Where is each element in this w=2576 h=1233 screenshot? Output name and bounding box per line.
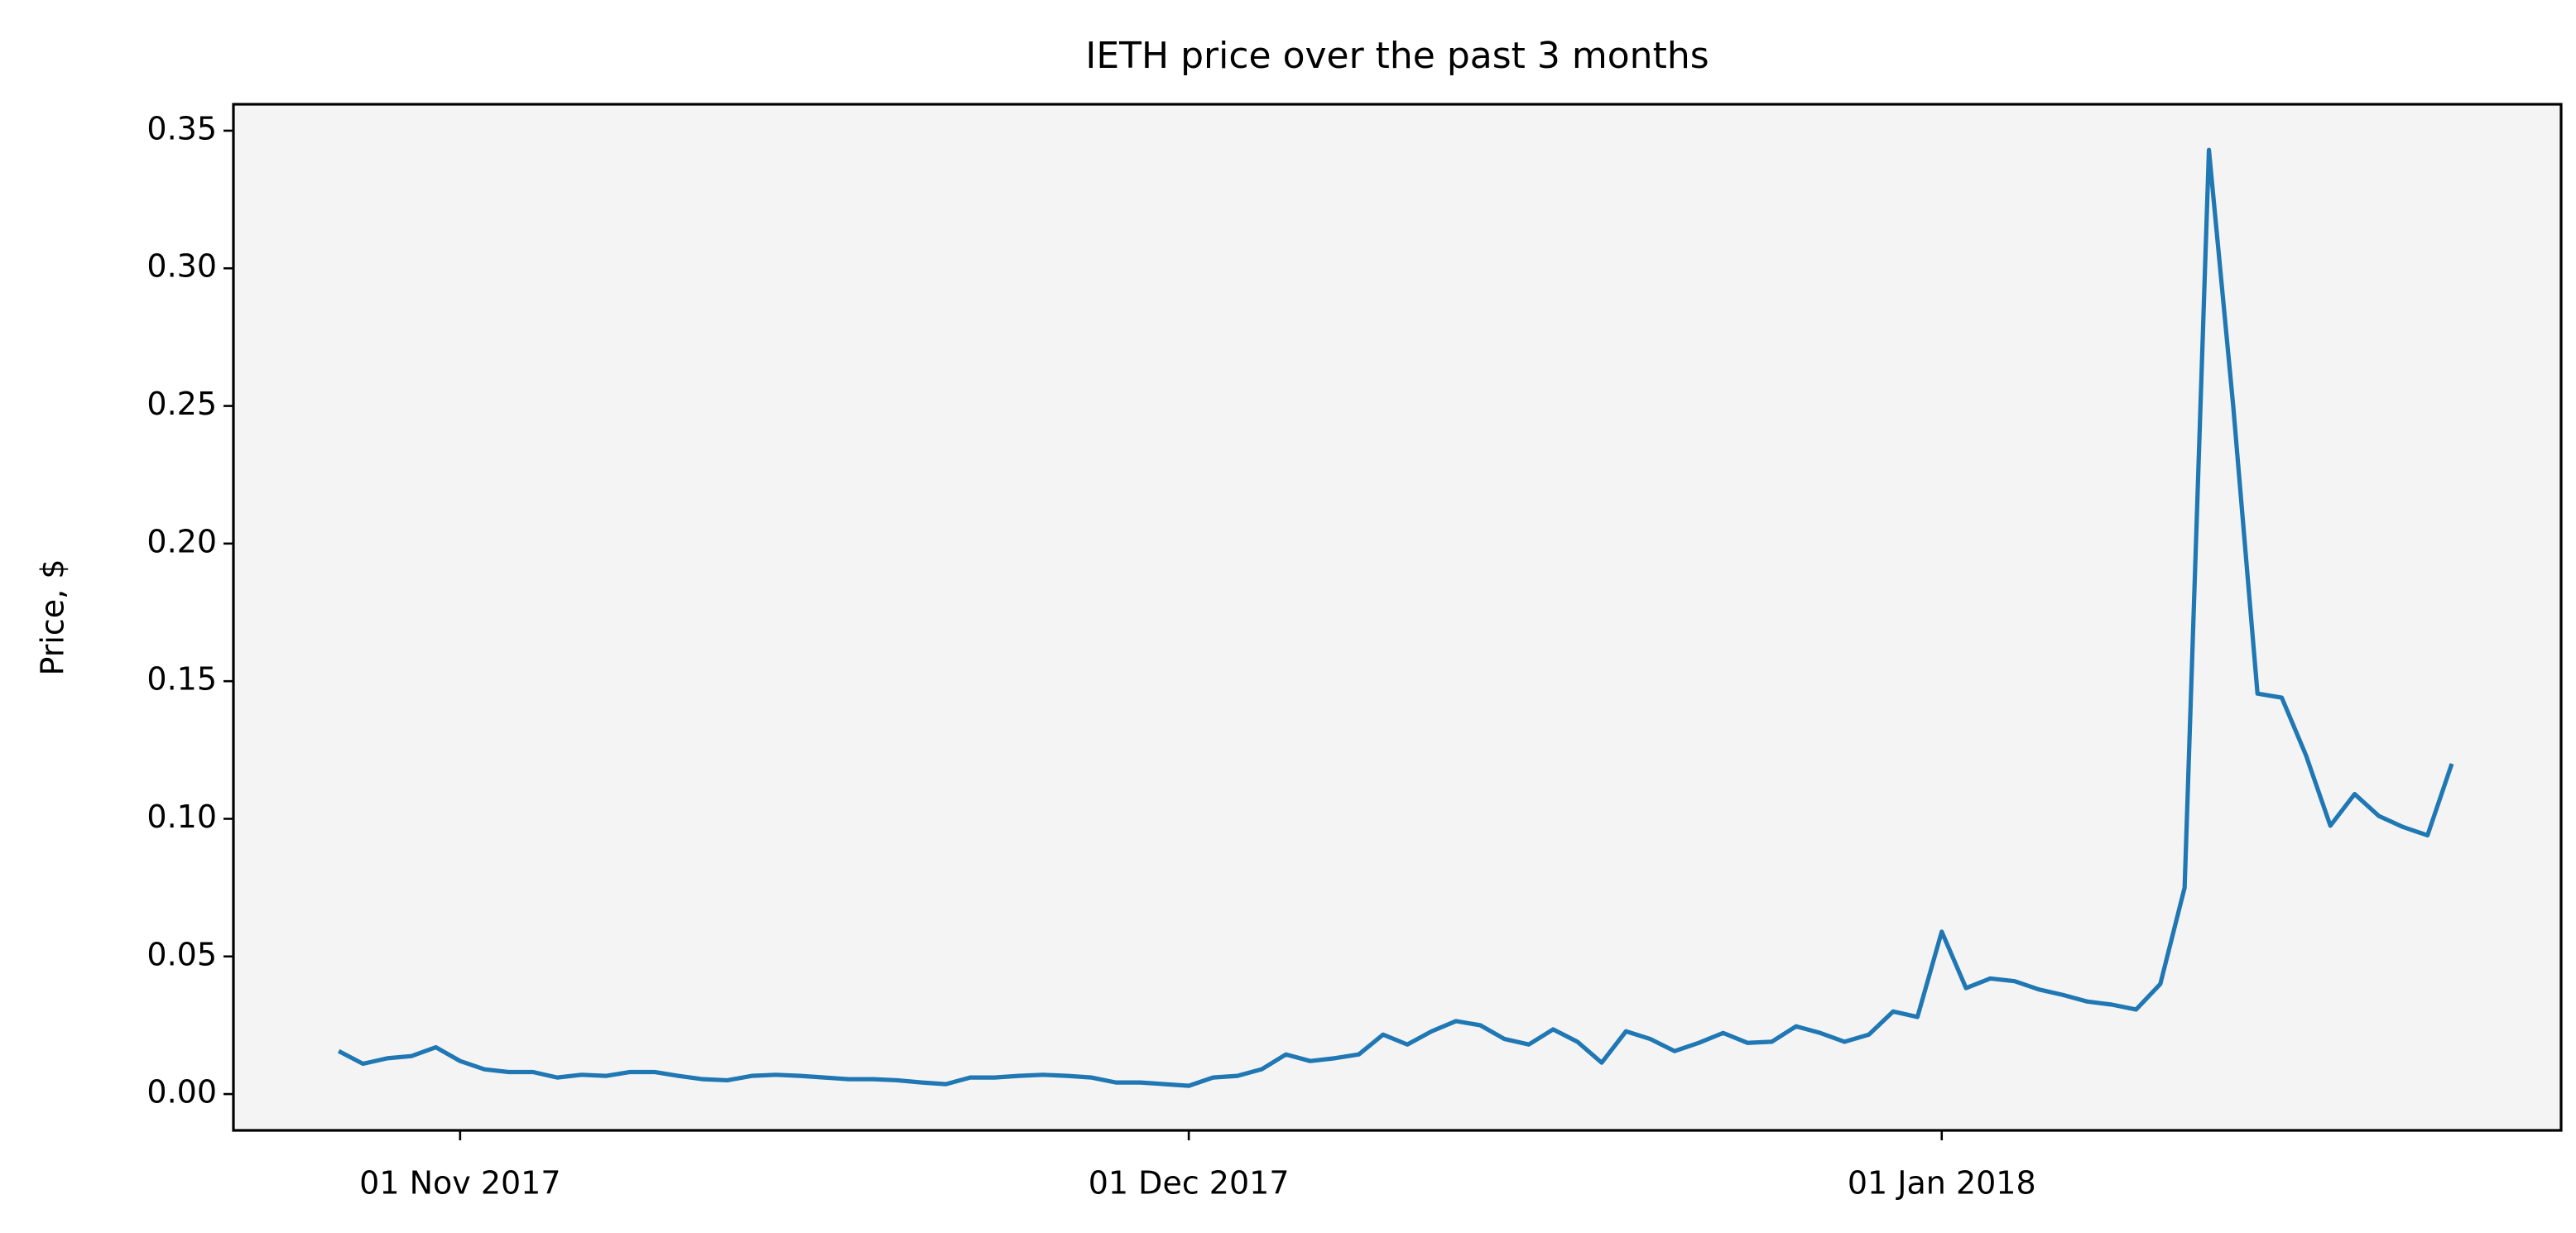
y-tick-label: 0.35 <box>147 110 217 146</box>
y-tick-label: 0.15 <box>147 661 217 698</box>
y-tick-label: 0.25 <box>147 386 217 422</box>
y-axis-label: Price, $ <box>35 559 71 675</box>
chart-title: IETH price over the past 3 months <box>1085 35 1709 77</box>
x-tick-label: 01 Jan 2018 <box>1848 1165 2036 1202</box>
y-tick-label: 0.00 <box>147 1074 217 1111</box>
price-line <box>337 147 2454 1088</box>
y-tick-label: 0.20 <box>147 523 217 559</box>
x-tick-label: 01 Nov 2017 <box>359 1165 560 1202</box>
x-tick-label: 01 Dec 2017 <box>1089 1165 1290 1202</box>
y-tick-label: 0.10 <box>147 799 217 835</box>
plot-frame <box>232 103 2563 1132</box>
y-tick-label: 0.30 <box>147 248 217 285</box>
y-tick-label: 0.05 <box>147 936 217 972</box>
plot-area <box>233 104 2561 1130</box>
